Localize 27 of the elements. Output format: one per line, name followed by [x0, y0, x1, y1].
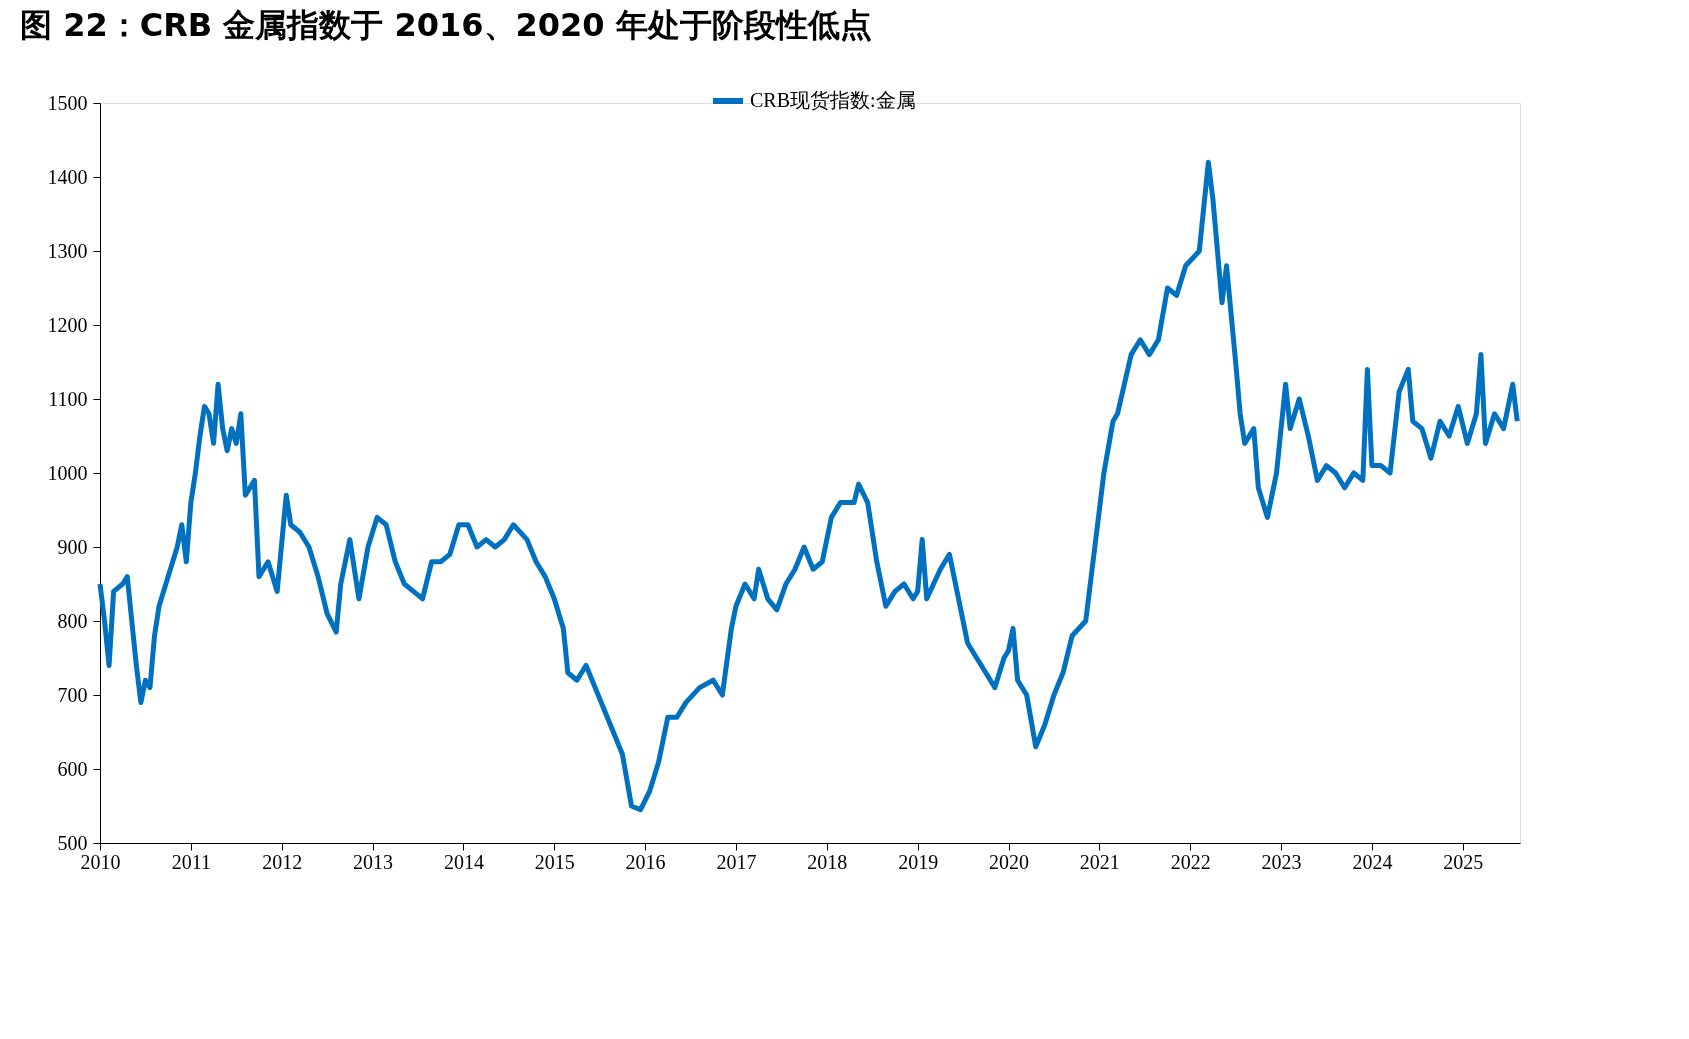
x-tick-label: 2018 — [807, 850, 848, 873]
y-tick-label: 800 — [57, 609, 88, 632]
y-tick-label: 600 — [57, 757, 88, 780]
y-tick-label: 700 — [57, 683, 88, 706]
y-tick-label: 1400 — [47, 165, 88, 188]
x-tick-label: 2025 — [1443, 850, 1484, 873]
y-tick-label: 1500 — [47, 91, 88, 114]
x-tick-label: 2012 — [262, 850, 303, 873]
x-tick-label: 2017 — [716, 850, 757, 873]
y-tick-label: 1300 — [47, 239, 88, 262]
x-tick-label: 2016 — [625, 850, 666, 873]
legend-label: CRB现货指数:金属 — [750, 89, 916, 111]
x-tick-label: 2014 — [443, 850, 484, 873]
x-tick-label: 2013 — [353, 850, 394, 873]
x-tick-label: 2015 — [534, 850, 575, 873]
x-tick-label: 2021 — [1079, 850, 1120, 873]
y-tick-label: 1200 — [47, 313, 88, 336]
x-tick-label: 2022 — [1170, 850, 1211, 873]
y-tick-label: 900 — [57, 535, 88, 558]
x-tick-label: 2020 — [989, 850, 1030, 873]
x-tick-label: 2024 — [1352, 850, 1393, 873]
x-tick-label: 2011 — [171, 850, 211, 873]
chart-title: 图 22：CRB 金属指数于 2016、2020 年处于阶段性低点 — [20, 6, 872, 44]
x-tick-label: 2019 — [898, 850, 939, 873]
y-tick-label: 1000 — [47, 461, 88, 484]
x-tick-label: 2023 — [1261, 850, 1302, 873]
y-tick-label: 1100 — [48, 387, 88, 410]
